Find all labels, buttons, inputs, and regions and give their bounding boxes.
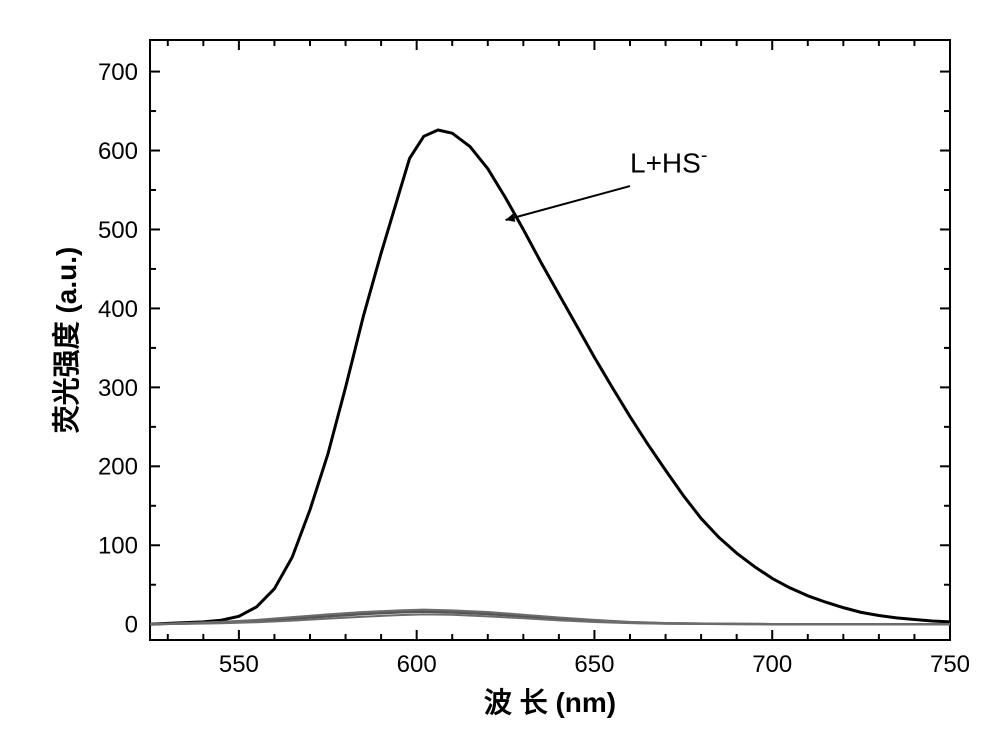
y-tick-label: 600 <box>98 138 138 165</box>
y-tick-label: 500 <box>98 217 138 244</box>
fluorescence-spectrum-chart: 550 600 650 700 750 0 100 200 300 400 500 600 700 波 长… <box>0 0 1000 734</box>
y-tick-label: 200 <box>98 454 138 481</box>
y-tick-label: 400 <box>98 296 138 323</box>
y-tick-label: 100 <box>98 533 138 560</box>
chart-container: 550 600 650 700 750 0 100 200 300 400 500 600 700 波 长… <box>0 0 1000 734</box>
x-tick-label: 700 <box>752 651 792 678</box>
annotation-label: L+HS- <box>630 145 707 179</box>
y-axis-label: 荧光强度 (a.u.) <box>51 247 82 434</box>
x-tick-label: 750 <box>930 651 970 678</box>
x-tick-label: 650 <box>574 651 614 678</box>
x-tick-label: 600 <box>397 651 437 678</box>
y-tick-label: 700 <box>98 59 138 86</box>
x-tick-label: 550 <box>219 651 259 678</box>
y-tick-label: 0 <box>125 612 138 639</box>
x-axis-label: 波 长 (nm) <box>484 687 616 718</box>
y-tick-label: 300 <box>98 375 138 402</box>
